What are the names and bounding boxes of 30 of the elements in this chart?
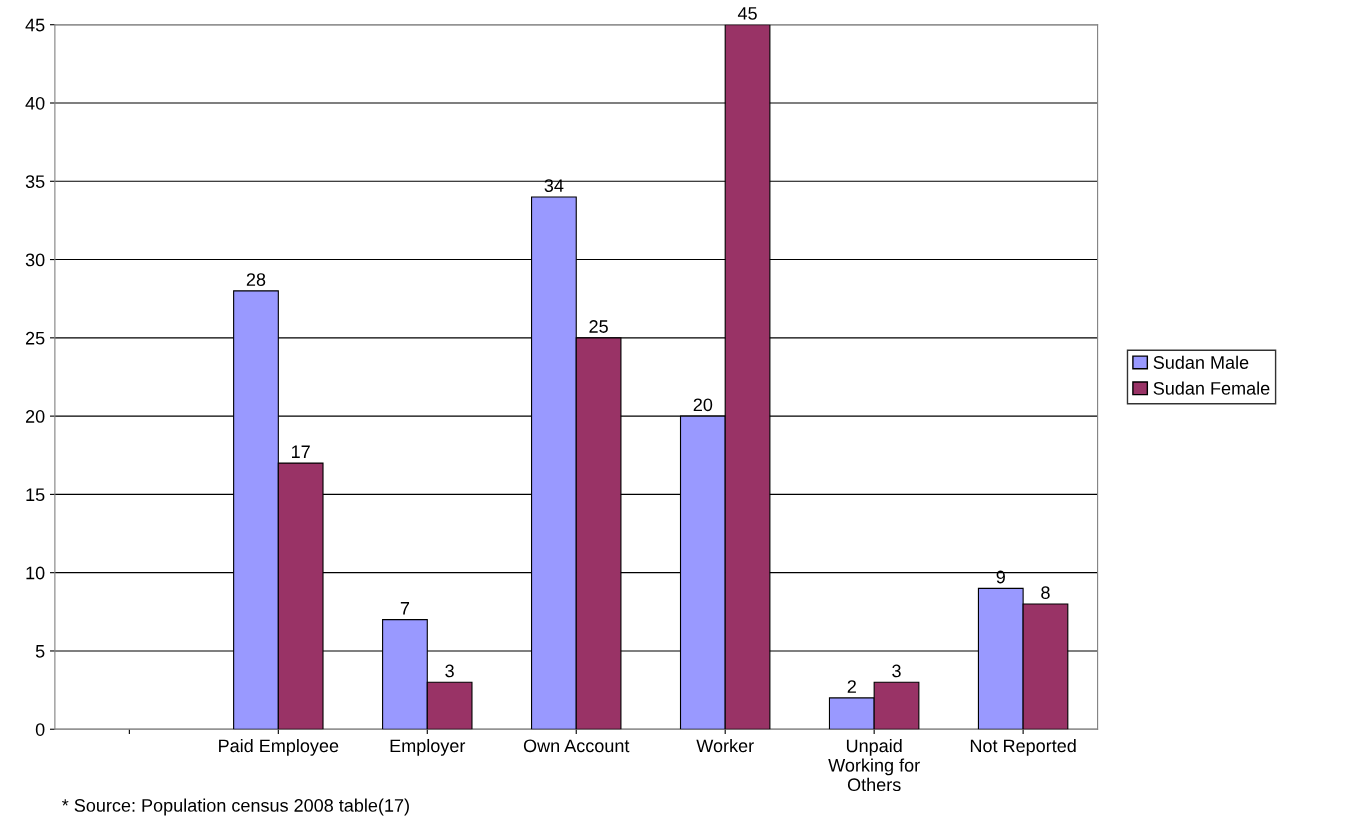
data-label: 28 [246, 273, 266, 286]
y-tick-label: 5 [35, 645, 45, 658]
data-label: 17 [292, 445, 310, 458]
y-tick-label: 0 [35, 723, 45, 736]
y-tick-label: 20 [25, 410, 45, 423]
y-tick-label: 15 [26, 488, 45, 502]
y-tick-label: 10 [26, 566, 45, 580]
data-label: 25 [589, 320, 608, 333]
y-tick-label: 25 [25, 331, 45, 345]
y-tick-label: 40 [25, 96, 45, 110]
y-tick-label: 45 [25, 18, 45, 32]
y-tick-label: 30 [25, 253, 45, 267]
x-tick-label: Employer [390, 738, 466, 756]
data-label: 3 [892, 664, 901, 678]
x-tick-label: Own Account [523, 739, 630, 753]
data-label: 7 [400, 602, 410, 615]
data-label: 3 [445, 664, 454, 678]
data-label: 2 [847, 680, 856, 693]
data-label: 45 [737, 7, 757, 20]
data-label: 20 [693, 398, 713, 412]
y-tick-label: 35 [25, 175, 45, 188]
data-label: 34 [544, 179, 564, 192]
x-tick-label: Unpaid Working for Others [828, 738, 920, 792]
x-tick-label: Worker [696, 738, 754, 753]
data-label: 8 [1041, 586, 1050, 600]
legend-label: Sudan Female [1153, 381, 1270, 395]
x-tick-label: Not Reported [970, 738, 1076, 756]
text: * Source: Population census 2008 table(17) [62, 798, 409, 816]
x-tick-label: Paid Employee [219, 738, 339, 756]
legend-label: Sudan Male [1153, 355, 1249, 369]
